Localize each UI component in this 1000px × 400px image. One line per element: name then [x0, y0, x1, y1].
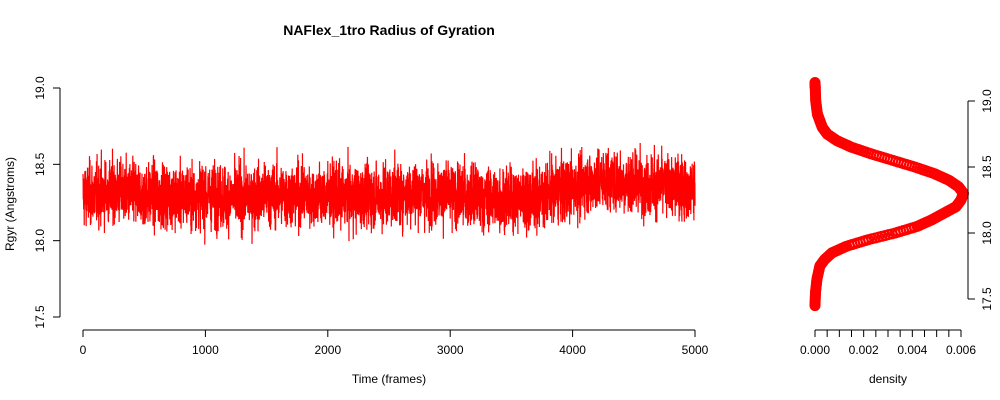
density-x-tick-label: 0.006	[946, 343, 976, 357]
main-x-tick-label: 0	[80, 343, 87, 357]
density-x-tick-label: 0.000	[800, 343, 830, 357]
main-y-tick-label: 18.5	[33, 152, 47, 176]
main-x-tick-label: 3000	[437, 343, 464, 357]
chart-title: NAFlex_1tro Radius of Gyration	[283, 22, 495, 38]
density-x-ticks: 0.000 0.002 0.004 0.006	[800, 330, 976, 357]
density-y-ticks: 17.5 18.0 18.5 19.0	[968, 89, 994, 311]
rgyr-trace	[82, 142, 696, 245]
density-x-tick-label: 0.004	[897, 343, 927, 357]
density-series	[809, 77, 969, 312]
density-y-tick-label: 17.5	[980, 287, 994, 311]
main-x-tick-label: 2000	[314, 343, 341, 357]
main-y-ticks: 17.5 18.0 18.5 19.0	[33, 76, 60, 329]
density-point	[809, 77, 821, 89]
density-x-axis-title: density	[869, 372, 907, 386]
density-y-tick-label: 18.5	[980, 155, 994, 179]
main-x-ticks: 0 1000 2000 3000 4000 5000	[80, 330, 709, 357]
main-x-tick-label: 4000	[559, 343, 586, 357]
density-panel: 0.000 0.002 0.004 0.006 17.5 18.0 18.5 19.0 de…	[800, 77, 994, 386]
main-x-tick-label: 5000	[682, 343, 709, 357]
time-series-panel: 0 1000 2000 3000 4000 5000 17.5 18.0 18.5 19.0 T…	[3, 76, 709, 386]
rgyr-series	[82, 142, 696, 245]
main-y-tick-label: 19.0	[33, 76, 47, 100]
density-y-tick-label: 19.0	[980, 89, 994, 113]
density-x-tick-label: 0.002	[849, 343, 879, 357]
main-x-axis-title: Time (frames)	[352, 372, 426, 386]
main-y-axis-title: Rgyr (Angstroms)	[3, 157, 17, 251]
main-y-tick-label: 17.5	[33, 305, 47, 329]
main-x-tick-label: 1000	[192, 343, 219, 357]
density-y-tick-label: 18.0	[980, 221, 994, 245]
main-y-tick-label: 18.0	[33, 229, 47, 253]
